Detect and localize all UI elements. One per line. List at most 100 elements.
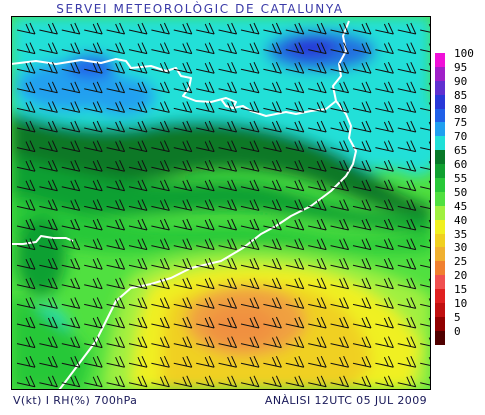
wind-barb <box>263 140 282 153</box>
wind-barb <box>61 316 81 329</box>
legend-swatch <box>435 219 445 234</box>
wind-barb <box>397 61 417 74</box>
wind-barb <box>263 375 282 388</box>
legend-label: 70 <box>454 130 468 144</box>
wind-barb <box>420 219 431 229</box>
wind-barb <box>173 355 193 368</box>
wind-barb <box>16 101 36 113</box>
wind-barb <box>263 22 282 35</box>
wind-barb <box>16 42 36 55</box>
wind-barb <box>196 336 215 349</box>
wind-barb <box>263 257 282 270</box>
wind-barb <box>61 81 81 94</box>
wind-barb <box>39 297 58 309</box>
wind-barb <box>196 257 215 270</box>
wind-barb <box>285 61 305 74</box>
wind-barb <box>106 81 126 94</box>
wind-barb <box>173 316 193 329</box>
wind-barb <box>330 42 350 55</box>
wind-barb <box>397 316 417 329</box>
wind-barb <box>16 81 36 94</box>
wind-barb <box>218 101 238 113</box>
wind-barb <box>39 81 58 94</box>
legend-swatch <box>435 316 445 331</box>
wind-barb <box>106 316 126 329</box>
wind-barb <box>397 297 417 309</box>
wind-barb <box>16 61 36 74</box>
wind-barb <box>39 120 58 133</box>
wind-barb <box>308 140 327 153</box>
legend-label: 0 <box>454 324 461 338</box>
wind-barb <box>285 375 305 388</box>
wind-barb <box>352 140 372 153</box>
wind-barb <box>420 141 431 151</box>
wind-barb <box>420 160 431 171</box>
wind-barb <box>196 159 215 172</box>
wind-barb <box>330 61 350 74</box>
wind-barb <box>397 257 417 270</box>
wind-barb <box>330 159 350 172</box>
wind-barb <box>240 42 260 55</box>
wind-barb <box>263 218 282 231</box>
wind-barb <box>352 199 372 211</box>
wind-barb <box>218 355 238 368</box>
wind-barb <box>375 42 394 55</box>
wind-barb <box>330 336 350 349</box>
legend-swatch <box>435 80 445 95</box>
wind-barb <box>218 336 238 349</box>
wind-barb <box>39 336 58 349</box>
wind-barb <box>173 101 193 113</box>
legend-label: 85 <box>454 88 468 102</box>
legend-swatch <box>435 122 445 137</box>
wind-barb <box>106 257 126 270</box>
wind-barb <box>128 375 148 388</box>
wind-barb <box>240 375 260 388</box>
wind-barb <box>263 297 282 309</box>
wind-barb <box>240 101 260 113</box>
wind-barb <box>375 297 394 309</box>
wind-barb <box>151 238 170 251</box>
wind-barb <box>61 257 81 270</box>
wind-barb <box>397 218 417 231</box>
legend-label: 30 <box>454 241 468 255</box>
wind-barb <box>16 257 36 270</box>
wind-barb <box>39 375 58 388</box>
wind-barb <box>39 42 58 55</box>
wind-barb <box>218 257 238 270</box>
legend-swatch <box>435 247 445 262</box>
wind-barb <box>173 61 193 74</box>
wind-barb <box>106 199 126 211</box>
wind-barb <box>308 297 327 309</box>
wind-barb <box>84 199 103 211</box>
wind-barb <box>16 159 36 172</box>
wind-barb <box>61 61 81 74</box>
wind-barb <box>84 257 103 270</box>
wind-barb <box>420 43 431 53</box>
wind-barb <box>397 22 417 35</box>
wind-barb <box>285 218 305 231</box>
wind-barb <box>151 61 170 74</box>
wind-barb <box>106 42 126 55</box>
wind-barb <box>352 101 372 113</box>
wind-barb <box>173 297 193 309</box>
wind-barb <box>420 337 431 347</box>
wind-barb <box>352 297 372 309</box>
wind-barb <box>196 61 215 74</box>
wind-barb <box>397 81 417 94</box>
wind-barb <box>375 140 394 153</box>
wind-barb <box>218 120 238 133</box>
wind-barb <box>173 140 193 153</box>
wind-barb <box>263 199 282 211</box>
wind-barb <box>240 238 260 251</box>
wind-barb <box>196 22 215 35</box>
wind-barb <box>128 179 148 192</box>
wind-barb <box>420 102 431 112</box>
wind-barb <box>128 81 148 94</box>
legend-swatch <box>435 94 445 109</box>
wind-barb <box>352 316 372 329</box>
wind-barb <box>240 61 260 74</box>
wind-barb <box>330 218 350 231</box>
legend-swatch <box>435 330 445 345</box>
legend-label: 5 <box>454 310 461 324</box>
wind-barb <box>84 81 103 94</box>
